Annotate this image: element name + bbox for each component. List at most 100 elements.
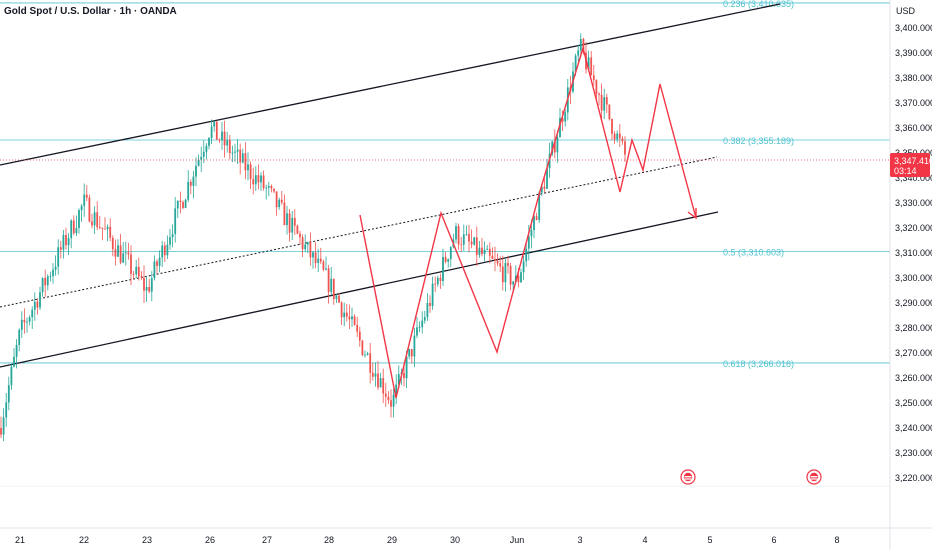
candle-body xyxy=(319,258,322,262)
candle-body xyxy=(70,220,73,239)
price-axis[interactable]: 3,400.000 3,390.000 3,380.000 3,370.000 3,36… xyxy=(895,23,932,483)
candle-body xyxy=(395,384,398,395)
candle-body xyxy=(249,164,252,180)
candle-body xyxy=(579,39,582,51)
price-tick-label: 3,230.000 xyxy=(895,448,932,458)
time-tick-label: 8 xyxy=(834,535,839,545)
candle-body xyxy=(98,227,101,229)
candle-body xyxy=(595,80,598,94)
price-tick-label: 3,270.000 xyxy=(895,348,932,358)
candle-body xyxy=(26,321,28,323)
candlestick-series xyxy=(0,33,626,442)
candle-body xyxy=(353,316,356,325)
economic-event-icon[interactable] xyxy=(806,469,822,485)
candle-body xyxy=(447,259,450,262)
candle-body xyxy=(278,199,281,208)
candle-body xyxy=(351,316,353,320)
candle-body xyxy=(533,216,535,231)
candle-body xyxy=(189,181,192,186)
candle-body xyxy=(221,131,223,141)
time-tick-label: 5 xyxy=(707,535,712,545)
candle-body xyxy=(325,268,327,270)
candle-body xyxy=(166,244,169,256)
candle-body xyxy=(431,283,434,306)
candle-body xyxy=(78,210,80,228)
candle-body xyxy=(564,112,567,122)
candle-body xyxy=(13,356,15,367)
candle-body xyxy=(176,200,179,209)
time-tick-label: 3 xyxy=(577,535,582,545)
candle-body xyxy=(257,175,260,183)
fib-level-label: 0.236 (3,410.035) xyxy=(723,0,794,9)
candle-body xyxy=(556,137,559,153)
price-tick-label: 3,390.000 xyxy=(895,48,932,58)
candle-body xyxy=(54,266,57,270)
candle-body xyxy=(517,275,520,283)
plot-area[interactable] xyxy=(0,0,890,528)
candle-body xyxy=(62,234,65,250)
candle-body xyxy=(348,316,351,320)
fib-level-label: 0.5 (3,310.603) xyxy=(723,247,784,257)
candle-body xyxy=(223,131,226,146)
candle-body xyxy=(377,373,379,388)
candle-body xyxy=(530,230,533,237)
candle-body xyxy=(265,187,268,189)
candle-body xyxy=(527,236,530,249)
candle-body xyxy=(507,262,509,266)
candle-body xyxy=(104,228,106,230)
candle-body xyxy=(270,185,273,189)
candle-body xyxy=(145,286,148,291)
candle-body xyxy=(215,121,218,140)
candle-body xyxy=(551,141,554,155)
candle-body xyxy=(65,234,67,246)
current-price-tag: 3,347.410 03:14 xyxy=(890,153,932,177)
candle-body xyxy=(429,302,431,306)
candle-body xyxy=(33,301,36,310)
channel-lower-line[interactable] xyxy=(0,211,719,368)
candle-body xyxy=(418,327,421,328)
candle-body xyxy=(335,295,338,299)
candle-body xyxy=(546,168,548,189)
candle-body xyxy=(7,385,10,403)
candle-body xyxy=(218,139,221,141)
candle-body xyxy=(96,212,99,228)
candle-body xyxy=(330,278,333,292)
candle-body xyxy=(358,331,361,341)
candle-body xyxy=(132,273,135,275)
candle-body xyxy=(421,320,424,328)
candle-body xyxy=(267,185,270,188)
price-axis-currency[interactable]: USD xyxy=(896,6,916,16)
candle-body xyxy=(444,256,447,262)
fibonacci-retracement: 0.236 (3,410.035) 0.382 (3,355.189) 0.5 (3… xyxy=(0,0,890,369)
candle-body xyxy=(304,244,307,250)
candle-body xyxy=(111,237,114,250)
projection-zigzag[interactable] xyxy=(359,45,697,399)
candle-body xyxy=(0,428,2,435)
candle-body xyxy=(525,248,528,262)
time-axis[interactable]: 21 22 23 26 27 28 29 30 Jun 3 4 5 6 8 xyxy=(15,535,840,545)
candle-body xyxy=(608,104,611,120)
price-tick-label: 3,220.000 xyxy=(895,473,932,483)
candle-body xyxy=(91,221,93,226)
candle-body xyxy=(195,165,197,177)
time-tick-label: 23 xyxy=(142,535,152,545)
price-tick-label: 3,380.000 xyxy=(895,73,932,83)
candle-body xyxy=(286,213,288,226)
candle-body xyxy=(403,372,405,379)
candle-body xyxy=(275,191,278,208)
candle-body xyxy=(423,317,426,321)
candle-body xyxy=(390,400,392,407)
price-tick-label: 3,330.000 xyxy=(895,198,932,208)
candle-body xyxy=(161,245,164,258)
time-tick-label: 26 xyxy=(205,535,215,545)
candle-body xyxy=(75,227,78,234)
channel-upper-line[interactable] xyxy=(0,3,781,166)
candle-body xyxy=(574,55,577,72)
candle-body xyxy=(379,378,382,388)
candle-body xyxy=(587,57,590,70)
fib-level-label: 0.382 (3,355.189) xyxy=(723,136,794,146)
candle-body xyxy=(182,202,184,209)
economic-event-icon[interactable] xyxy=(680,469,696,485)
